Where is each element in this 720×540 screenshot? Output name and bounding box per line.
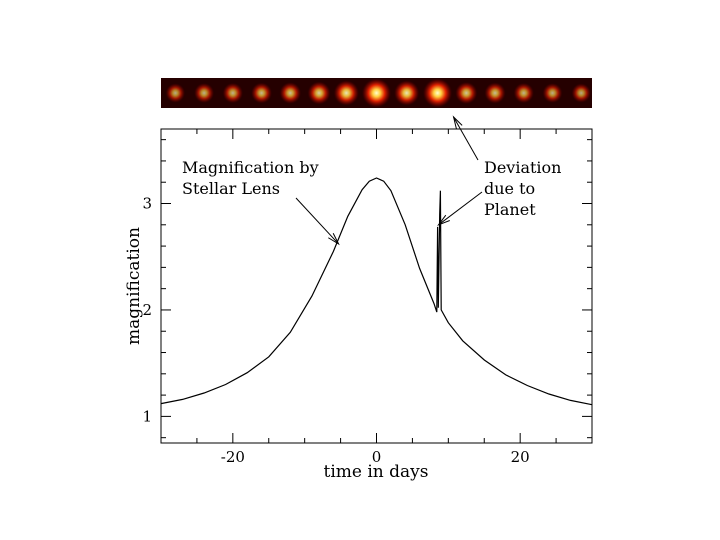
y-tick-label: 2 xyxy=(142,301,152,319)
x-tick-label: -20 xyxy=(221,448,245,466)
axis-tick-labels: -20 0 20 1 2 3 xyxy=(142,195,529,466)
image-strip-blob xyxy=(422,78,453,108)
annotation-planet-line-2: due to xyxy=(484,179,535,198)
arrow-head xyxy=(328,233,340,246)
image-strip-blob xyxy=(513,82,535,104)
annotation-stellar-lens-arrow xyxy=(295,197,340,246)
annotation-stellar-lens: Magnification by Stellar Lens xyxy=(182,158,340,246)
arrow-head xyxy=(437,214,450,226)
image-strip-blob xyxy=(393,79,420,107)
arrow-head xyxy=(452,115,463,129)
image-strip-blob xyxy=(279,81,302,105)
annotation-strip-arrow xyxy=(452,115,479,161)
image-strip-blob xyxy=(333,79,360,107)
image-strip-blob xyxy=(361,78,392,108)
arrow-line xyxy=(295,197,339,245)
x-axis-label: time in days xyxy=(324,462,429,482)
magnification-curve xyxy=(160,177,593,406)
axis-ticks xyxy=(160,129,593,443)
image-strip-blob xyxy=(222,82,244,104)
annotation-planet: Deviation due to Planet xyxy=(437,115,561,226)
arrow-line xyxy=(438,191,483,226)
annotation-planet-line-3: Planet xyxy=(484,200,536,219)
image-strip-blob xyxy=(542,82,563,104)
image-strip-blob xyxy=(307,81,331,105)
x-tick-label: 20 xyxy=(511,448,530,466)
image-strip-blob xyxy=(165,82,186,104)
image-strip-blob xyxy=(193,82,215,104)
annotation-planet-arrow xyxy=(437,191,483,226)
y-tick-label: 1 xyxy=(142,407,152,425)
image-strip xyxy=(161,78,592,108)
image-strip-blob xyxy=(454,81,478,105)
image-strip-blob xyxy=(571,83,592,103)
annotation-stellar-lens-line-1: Magnification by xyxy=(182,158,319,177)
y-tick-label: 3 xyxy=(142,195,152,213)
annotation-stellar-lens-line-2: Stellar Lens xyxy=(182,179,280,198)
annotation-planet-line-1: Deviation xyxy=(484,158,561,177)
image-strip-blobs xyxy=(165,78,592,108)
x-tick-label: 0 xyxy=(372,448,382,466)
arrow-line xyxy=(453,116,479,161)
y-axis-label: magnification xyxy=(124,227,144,345)
image-strip-blob xyxy=(250,82,273,104)
image-strip-blob xyxy=(484,82,506,104)
